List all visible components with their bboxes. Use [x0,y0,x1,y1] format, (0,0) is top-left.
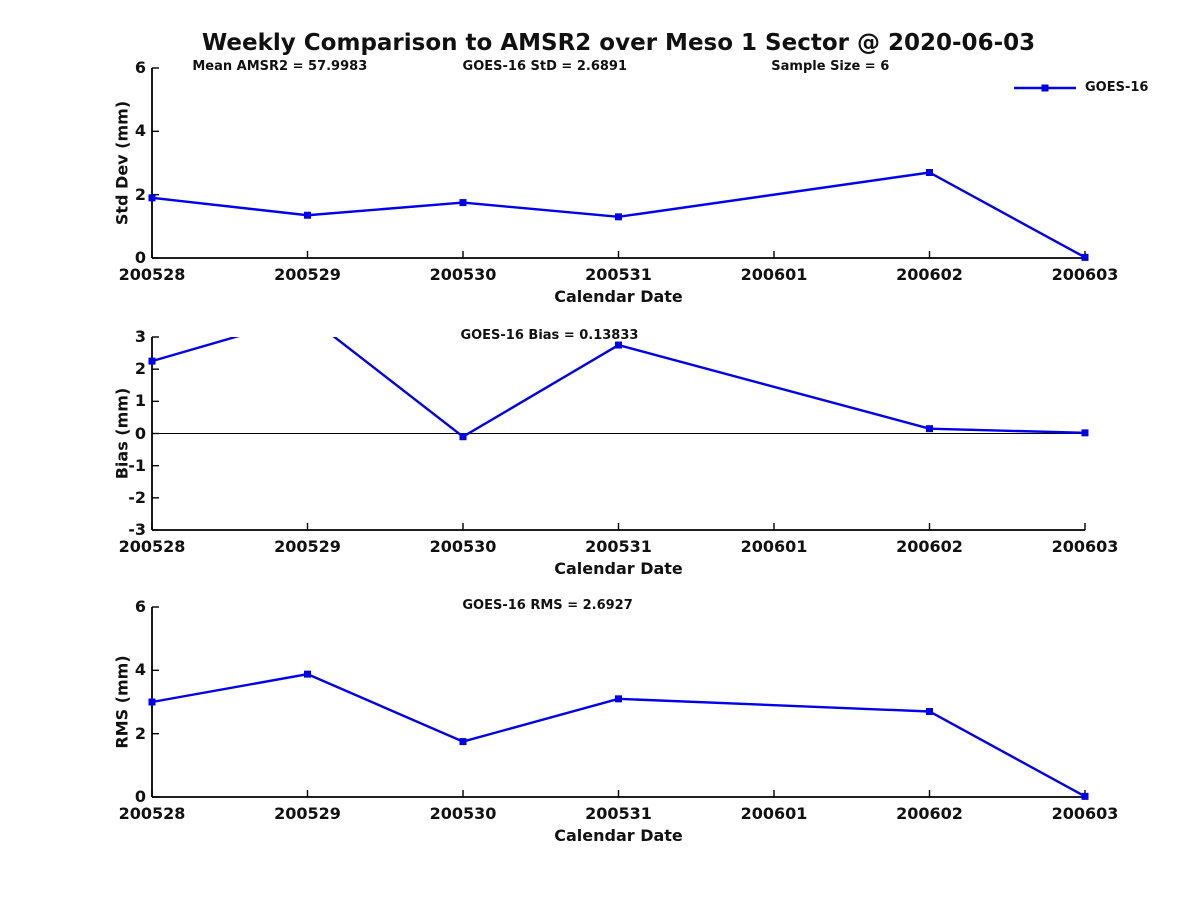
x-tick-label: 200528 [118,804,186,823]
x-axis-label: Calendar Date [554,287,683,306]
y-tick-label: 2 [134,359,146,379]
data-point-marker [615,341,622,349]
legend: GOES-16 [1013,79,1148,97]
data-point-marker [304,211,311,219]
y-tick-label: 4 [134,660,146,680]
x-tick-label: 200602 [896,804,963,823]
data-point-marker [926,708,933,715]
legend-line-sample [1014,84,1076,92]
x-tick-label: 200602 [896,537,963,556]
x-tick-label: 200530 [429,537,497,556]
chart-title: Weekly Comparison to AMSR2 over Meso 1 S… [201,30,1036,56]
data-line [151,337,1086,439]
y-tick-label: 2 [134,723,146,743]
data-line [151,171,1086,258]
x-axis-label: Calendar Date [554,559,683,578]
y-tick-label: -3 [128,520,146,539]
data-point-marker [926,169,933,176]
x-tick-label: 200601 [740,537,808,556]
legend-label: GOES-16 [1085,80,1149,95]
data-point-marker [615,695,622,703]
data-point-marker [459,433,467,441]
data-point-marker [148,357,156,365]
annotation-text: Mean AMSR2 = 57.9983 [192,59,368,74]
x-tick-label: 200603 [1051,265,1119,284]
data-point-marker [1081,253,1089,261]
data-line [151,672,1086,797]
x-tick-label: 200601 [740,265,808,284]
y-tick-label: -1 [128,455,146,475]
y-tick-label: 4 [134,121,146,141]
x-tick-label: 200603 [1051,537,1119,556]
data-point-marker [615,213,622,221]
y-tick-label: 0 [134,423,146,443]
y-tick-label: 1 [134,391,146,411]
annotation-text: Sample Size = 6 [771,59,890,74]
data-point-marker [148,194,156,202]
data-point-marker [1081,792,1089,800]
x-tick-label: 200529 [274,804,341,823]
data-point-marker [926,425,933,433]
annotation-text: GOES-16 StD = 2.6891 [462,59,628,74]
y-tick-label: 0 [134,248,146,267]
x-tick-label: 200531 [585,537,652,556]
data-point-marker [459,738,467,746]
x-tick-label: 200531 [585,804,652,823]
x-tick-label: 200529 [274,537,341,556]
data-point-marker [459,199,467,207]
x-tick-label: 200601 [740,804,808,823]
y-axis-label: Bias (mm) [112,387,132,480]
x-tick-label: 200531 [585,265,652,284]
y-tick-label: 6 [134,597,146,616]
y-tick-label: 3 [134,327,146,346]
data-point-marker [1081,429,1089,437]
y-tick-label: -2 [128,487,146,507]
annotation-text: GOES-16 Bias = 0.13833 [460,328,639,343]
x-tick-label: 200530 [429,265,497,284]
y-tick-label: 2 [134,184,146,204]
y-tick-label: 0 [134,787,146,806]
data-point-marker [304,670,311,678]
x-axis-label: Calendar Date [554,826,683,845]
x-tick-label: 200528 [118,265,186,284]
x-tick-label: 200602 [896,265,963,284]
x-tick-label: 200603 [1051,804,1119,823]
data-point-marker [148,698,156,706]
x-tick-label: 200529 [274,265,341,284]
y-axis-label: RMS (mm) [112,655,132,749]
annotation-text: GOES-16 RMS = 2.6927 [462,598,633,613]
y-tick-label: 6 [134,58,146,77]
y-axis-label: Std Dev (mm) [112,100,132,226]
x-tick-label: 200528 [118,537,186,556]
x-tick-label: 200530 [429,804,497,823]
